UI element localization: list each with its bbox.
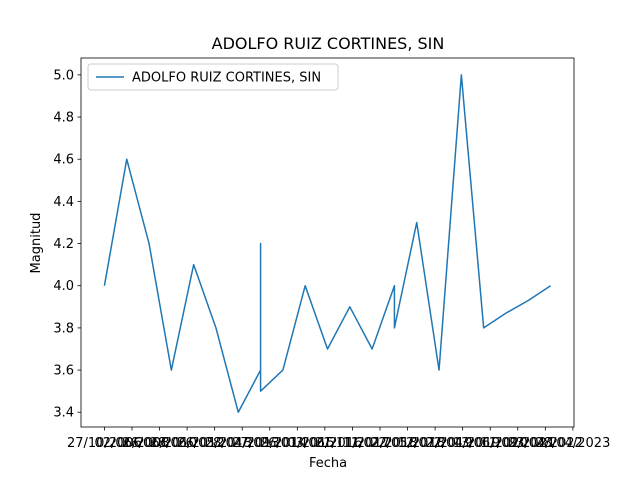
legend-label: ADOLFO RUIZ CORTINES, SIN — [132, 71, 321, 86]
x-tick-label: 02/06/2008 — [95, 436, 170, 451]
y-tick-label: 4.2 — [53, 237, 74, 252]
x-tick-label: 26/05/2013 — [177, 436, 252, 451]
y-tick-label: 3.4 — [53, 406, 74, 421]
x-tick-label: 28/04/2013 — [205, 436, 280, 451]
x-tick-label: 28/06/2012 — [150, 436, 225, 451]
x-tick-label: 03/06/2016 — [287, 436, 362, 451]
x-tick-label: 23/04/2022 — [508, 436, 583, 451]
x-tick-label: 12/07/2019 — [398, 436, 473, 451]
x-tick-label: 11/09/2021 — [480, 436, 555, 451]
x-tick-label: 22/05/2018 — [370, 436, 445, 451]
x-tick-label: 27/10/2006 — [67, 436, 142, 451]
y-tick-label: 4.6 — [53, 153, 74, 168]
axes-frame — [80, 57, 575, 428]
x-tick-label: 26/06/2010 — [122, 436, 197, 451]
x-tick-label: 11/02/2018 — [343, 436, 418, 451]
plot-area: 3.4 3.6 3.8 4.0 4.2 4.4 4.6 4.8 5.0 27/10/200602/… — [53, 57, 610, 451]
y-tick-label: 4.4 — [53, 195, 74, 210]
x-tick-label: 21/11/2017 — [315, 436, 390, 451]
x-tick-label: 27/09/2014 — [232, 436, 307, 451]
x-tick-label: 26/01/2015 — [260, 436, 335, 451]
x-tick-label: 28/04/2023 — [535, 436, 610, 451]
y-axis-title: Magnitud — [29, 213, 44, 274]
x-tick-label: 22/04/2019 — [425, 436, 500, 451]
x-axis-title: Fecha — [309, 456, 347, 471]
series-line-0 — [103, 74, 551, 413]
y-tick-label: 4.8 — [53, 111, 74, 126]
y-tick-label: 4.0 — [53, 279, 74, 294]
y-tick-label: 3.6 — [53, 364, 74, 379]
chart-title: ADOLFO RUIZ CORTINES, SIN — [212, 34, 445, 53]
y-tick-label: 3.8 — [53, 321, 74, 336]
legend-box — [87, 63, 339, 91]
x-tick-label: 13/06/2020 — [453, 436, 528, 451]
y-tick-label: 5.0 — [53, 68, 74, 83]
